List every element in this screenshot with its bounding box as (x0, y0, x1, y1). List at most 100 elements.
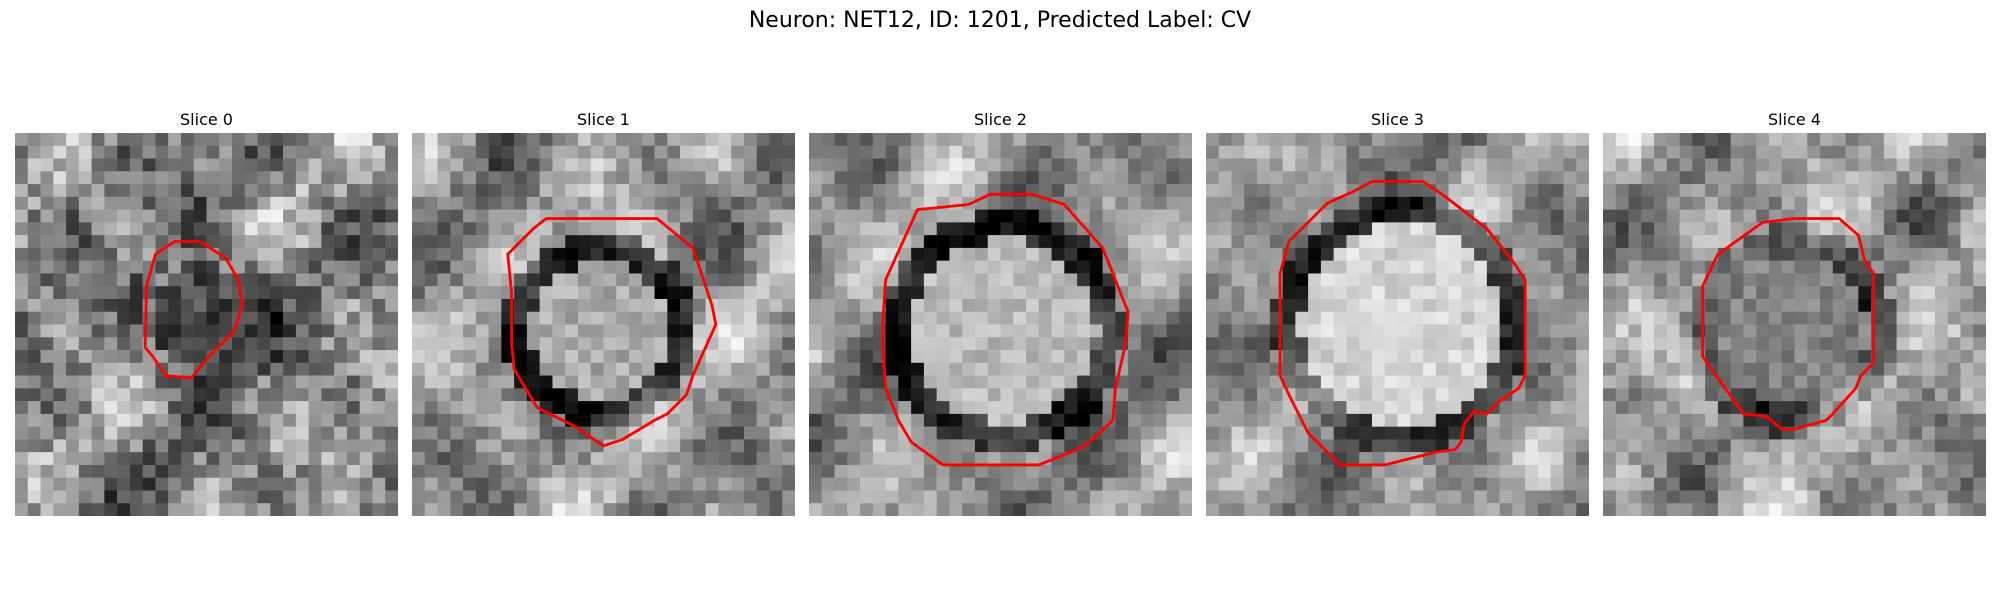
image-pixel (257, 503, 271, 516)
image-pixel (219, 286, 233, 300)
image-pixel (91, 235, 105, 249)
image-pixel (53, 171, 67, 185)
image-pixel (40, 350, 54, 364)
image-pixel (385, 503, 398, 516)
image-pixel (244, 235, 258, 249)
image-pixel (590, 362, 604, 376)
image-pixel (501, 503, 515, 516)
image-pixel (667, 209, 681, 223)
image-pixel (1077, 464, 1091, 478)
image-pixel (1206, 426, 1220, 440)
image-pixel (577, 413, 591, 427)
image-pixel (680, 196, 694, 210)
image-pixel (1756, 337, 1770, 351)
image-pixel (1883, 171, 1897, 185)
image-pixel (129, 311, 143, 325)
image-pixel (1705, 503, 1719, 516)
image-pixel (1231, 311, 1245, 325)
image-pixel (1717, 133, 1731, 147)
image-pixel (641, 490, 655, 504)
image-pixel (180, 273, 194, 287)
image-pixel (501, 388, 515, 402)
image-pixel (117, 401, 131, 415)
image-pixel (346, 413, 360, 427)
image-pixel (129, 490, 143, 504)
image-pixel (552, 426, 566, 440)
image-pixel (1628, 298, 1642, 312)
image-pixel (667, 158, 681, 172)
image-pixel (372, 324, 386, 338)
image-pixel (1947, 158, 1961, 172)
image-pixel (1960, 375, 1974, 389)
image-pixel (53, 388, 67, 402)
image-pixel (40, 171, 54, 185)
image-pixel (308, 477, 322, 491)
image-pixel (1525, 490, 1539, 504)
image-pixel (860, 222, 874, 236)
image-pixel (1717, 273, 1731, 287)
image-pixel (1743, 298, 1757, 312)
image-pixel (743, 324, 757, 338)
image-pixel (321, 311, 335, 325)
image-pixel (590, 235, 604, 249)
image-pixel (1384, 158, 1398, 172)
image-pixel (1000, 247, 1014, 261)
image-pixel (1333, 401, 1347, 415)
image-pixel (1537, 171, 1551, 185)
image-pixel (949, 477, 963, 491)
image-pixel (283, 439, 297, 453)
image-pixel (168, 133, 182, 147)
image-pixel (1909, 413, 1923, 427)
image-pixel (180, 503, 194, 516)
image-pixel (872, 452, 886, 466)
image-pixel (1423, 133, 1437, 147)
image-pixel (756, 209, 770, 223)
image-pixel (616, 324, 630, 338)
image-pixel (219, 171, 233, 185)
image-pixel (616, 362, 630, 376)
image-pixel (1537, 247, 1551, 261)
image-pixel (936, 311, 950, 325)
image-pixel (1089, 311, 1103, 325)
image-pixel (1320, 158, 1334, 172)
image-pixel (244, 337, 258, 351)
image-pixel (692, 337, 706, 351)
image-pixel (501, 209, 515, 223)
image-pixel (1140, 464, 1154, 478)
image-pixel (1550, 503, 1564, 516)
image-pixel (283, 133, 297, 147)
image-pixel (1435, 388, 1449, 402)
image-pixel (27, 362, 41, 376)
image-pixel (1244, 490, 1258, 504)
image-pixel (1077, 375, 1091, 389)
image-pixel (1308, 196, 1322, 210)
image-pixel (1794, 196, 1808, 210)
image-pixel (1692, 184, 1706, 198)
image-pixel (66, 247, 80, 261)
image-pixel (1218, 464, 1232, 478)
image-pixel (1128, 133, 1142, 147)
image-pixel (987, 235, 1001, 249)
image-pixel (821, 324, 835, 338)
image-pixel (1922, 209, 1936, 223)
image-pixel (1333, 350, 1347, 364)
image-pixel (1858, 145, 1872, 159)
image-pixel (180, 439, 194, 453)
image-pixel (1807, 145, 1821, 159)
image-pixel (1166, 413, 1180, 427)
image-pixel (1269, 401, 1283, 415)
image-pixel (1013, 362, 1027, 376)
image-pixel (283, 247, 297, 261)
image-pixel (155, 350, 169, 364)
image-pixel (91, 490, 105, 504)
image-pixel (1960, 490, 1974, 504)
image-pixel (1563, 145, 1577, 159)
image-pixel (1486, 247, 1500, 261)
image-pixel (193, 439, 207, 453)
image-pixel (949, 247, 963, 261)
image-pixel (1474, 158, 1488, 172)
image-pixel (359, 401, 373, 415)
image-pixel (1257, 324, 1271, 338)
image-pixel (1781, 145, 1795, 159)
image-pixel (1474, 184, 1488, 198)
